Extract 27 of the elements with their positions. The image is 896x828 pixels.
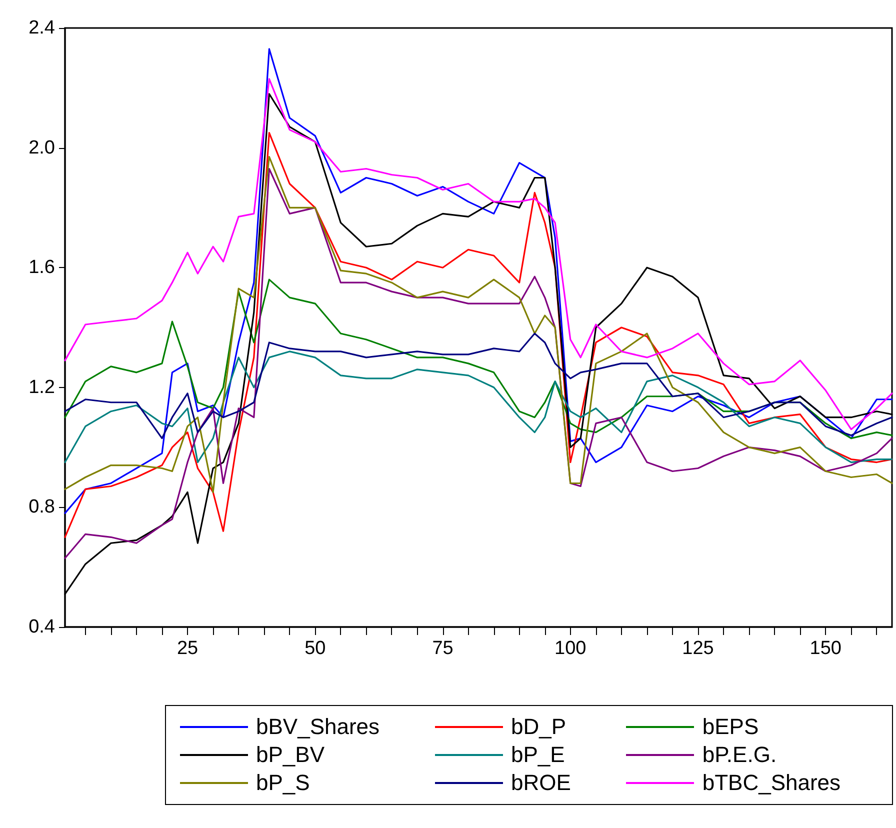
legend-label: bP_E	[510, 742, 565, 768]
y-tick-label: 1.2	[28, 376, 55, 398]
line-series	[64, 48, 893, 514]
y-tick-label: 1.6	[28, 257, 55, 278]
x-tick-label: 100	[554, 638, 586, 659]
x-tick-label: 125	[682, 638, 714, 659]
legend-label: bBV_Shares	[256, 714, 380, 740]
legend-label: bEPS	[702, 714, 759, 740]
legend-label: bP.E.G.	[702, 742, 777, 768]
x-tick-label: 75	[432, 638, 454, 659]
line-series	[64, 350, 893, 464]
y-tick-label: 0.4	[28, 616, 56, 638]
x-tick-label: 150	[810, 638, 842, 659]
legend-label: bROE	[510, 770, 571, 796]
x-tick-label: 25	[176, 638, 198, 659]
y-tick-label: 2.0	[28, 137, 55, 158]
line-series	[64, 332, 893, 440]
legend-label: bD_P	[510, 714, 566, 740]
y-tick-label: 2.4	[28, 18, 56, 38]
legend-label: bP_S	[256, 770, 310, 796]
line-series	[64, 278, 893, 440]
legend-label: bP_BV	[256, 742, 324, 768]
line-series	[64, 78, 893, 430]
y-tick-label: 0.8	[28, 496, 55, 518]
legend-label: bTBC_Shares	[702, 770, 841, 796]
x-tick-label: 50	[304, 638, 326, 659]
line-series	[64, 156, 893, 494]
